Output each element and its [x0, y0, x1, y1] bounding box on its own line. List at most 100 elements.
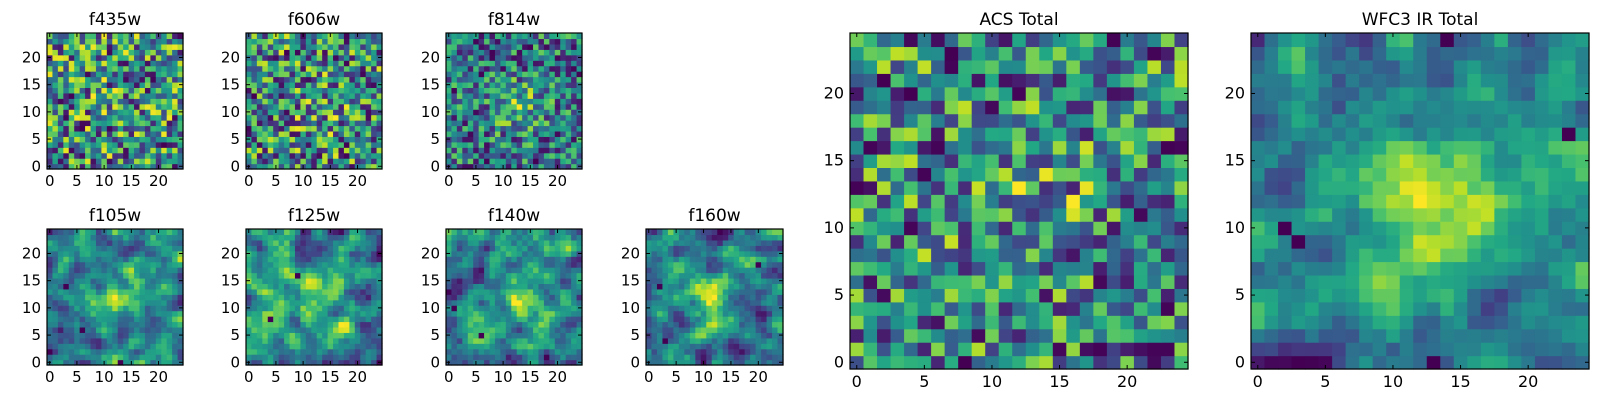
- heatmap-cell: [904, 274, 919, 289]
- heatmap-cell: [1012, 301, 1027, 316]
- heatmap-cell: [117, 60, 124, 67]
- heatmap-cell: [500, 294, 507, 301]
- heatmap-cell: [750, 359, 757, 366]
- heatmap-cells: [446, 229, 583, 366]
- heatmap-cell: [446, 49, 453, 56]
- heatmap-cell: [565, 283, 572, 290]
- heatmap-cell: [651, 299, 658, 306]
- heatmap-cell: [106, 277, 113, 284]
- heatmap-cell: [256, 33, 263, 40]
- axes-frame: [245, 32, 383, 170]
- heatmap-cell: [462, 49, 469, 56]
- heatmap-cell: [360, 294, 367, 301]
- heatmap-cell: [47, 125, 54, 132]
- heatmap-cell: [538, 348, 545, 355]
- heatmap-cell: [451, 92, 458, 99]
- heatmap-cell: [294, 147, 301, 154]
- heatmap-cell: [1093, 194, 1108, 209]
- heatmap-cell: [305, 326, 312, 333]
- heatmap-cell: [273, 261, 280, 268]
- heatmap-cell: [106, 272, 113, 279]
- heatmap-cell: [478, 245, 485, 252]
- heatmap-cell: [289, 294, 296, 301]
- heatmap-cell: [904, 167, 919, 182]
- heatmap-cell: [349, 141, 356, 148]
- heatmap-cell: [74, 277, 81, 284]
- heatmap-cell: [446, 114, 453, 121]
- heatmap-cell: [522, 43, 529, 50]
- heatmap-cell: [761, 326, 768, 333]
- heatmap-cell: [711, 261, 718, 268]
- heatmap-cell: [57, 250, 64, 257]
- heatmap-cell: [79, 76, 86, 83]
- heatmap-cell: [155, 321, 162, 328]
- heatmap-cell: [467, 267, 474, 274]
- heatmap-cell: [985, 355, 1000, 370]
- heatmap-cell: [505, 326, 512, 333]
- heatmap-cell: [516, 316, 523, 323]
- heatmap-cell: [722, 277, 729, 284]
- heatmap-cell: [117, 267, 124, 274]
- heatmap-cell: [511, 277, 518, 284]
- heatmap-cell: [750, 305, 757, 312]
- x-tick-label: 15: [521, 172, 540, 190]
- heatmap-cell: [505, 310, 512, 317]
- heatmap-cell: [571, 163, 578, 170]
- heatmap-cell: [278, 245, 285, 252]
- heatmap-cell: [354, 76, 361, 83]
- heatmap-cell: [134, 321, 141, 328]
- heatmap-cell: [484, 81, 491, 88]
- heatmap-cell: [1133, 234, 1149, 249]
- heatmap-cell: [294, 120, 301, 127]
- heatmap-cell: [500, 141, 507, 148]
- heatmap-cell: [646, 343, 653, 350]
- heatmap-cell: [52, 294, 59, 301]
- heatmap-cell: [667, 343, 674, 350]
- heatmap-cell: [554, 158, 561, 165]
- heatmap-cell: [343, 109, 350, 116]
- heatmap-cell: [262, 98, 269, 105]
- heatmap-cell: [733, 288, 740, 295]
- heatmap-cell: [106, 38, 113, 45]
- heatmap-cell: [327, 130, 334, 137]
- heatmap-cell: [958, 153, 973, 168]
- heatmap-cell: [360, 71, 367, 78]
- heatmap-cell: [533, 92, 540, 99]
- heatmap-cell: [684, 272, 691, 279]
- heatmap-cell: [360, 87, 367, 94]
- heatmap-cell: [322, 141, 329, 148]
- heatmap-cell: [52, 152, 59, 159]
- heatmap-cell: [684, 326, 691, 333]
- heatmap-cell: [494, 38, 501, 45]
- heatmap-cell: [761, 343, 768, 350]
- heatmap-cell: [123, 229, 130, 236]
- heatmap-cell: [134, 354, 141, 361]
- heatmap-cell: [95, 305, 102, 312]
- heatmap-cell: [311, 98, 318, 105]
- heatmap-cell: [456, 310, 463, 317]
- heatmap-cell: [278, 239, 285, 246]
- heatmap-cell: [139, 234, 146, 241]
- heatmap-cell: [150, 250, 157, 257]
- heatmap-cell: [139, 163, 146, 170]
- heatmap-cell: [494, 332, 501, 339]
- heatmap-cell: [284, 283, 291, 290]
- heatmap-cell: [744, 337, 751, 344]
- heatmap-cell: [128, 49, 135, 56]
- heatmap-cell: [134, 81, 141, 88]
- heatmap-cell: [571, 158, 578, 165]
- heatmap-cell: [128, 267, 135, 274]
- heatmap-cell: [473, 348, 480, 355]
- heatmap-cell: [166, 141, 173, 148]
- heatmap-cell: [717, 337, 724, 344]
- heatmap-cell: [95, 152, 102, 159]
- heatmap-cell: [750, 245, 757, 252]
- heatmap-cell: [646, 337, 653, 344]
- heatmap-cell: [123, 98, 130, 105]
- heatmap-cell: [365, 272, 372, 279]
- heatmap-cell: [106, 98, 113, 105]
- heatmap-cell: [343, 54, 350, 61]
- heatmap-cell: [144, 310, 151, 317]
- heatmap-cell: [511, 267, 518, 274]
- heatmap-cell: [695, 239, 702, 246]
